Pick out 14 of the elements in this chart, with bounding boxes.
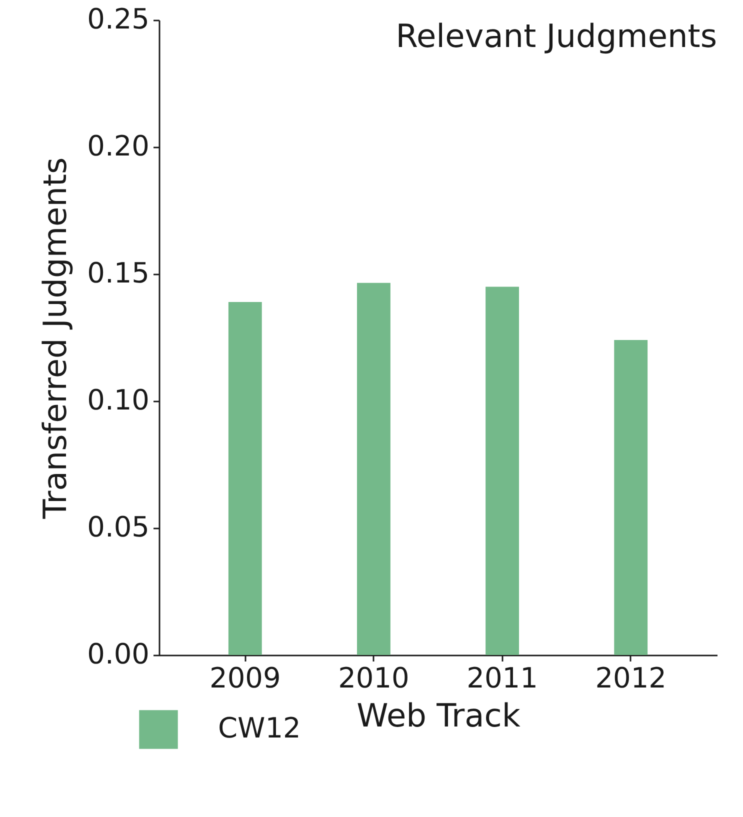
x-tick-label: 2010 — [338, 662, 410, 694]
y-tick-label: 0.10 — [87, 384, 150, 416]
x-tick-label: 2009 — [210, 662, 281, 694]
y-tick-label: 0.00 — [87, 638, 150, 670]
y-axis-title: Transferred Judgments — [36, 157, 74, 520]
y-tick-label: 0.20 — [87, 130, 150, 162]
legend-label: CW12 — [218, 712, 301, 744]
x-axis-title: Web Track — [356, 696, 521, 734]
y-tick-label: 0.15 — [87, 256, 150, 290]
y-tick-label: 0.25 — [87, 2, 150, 36]
chart-title: Relevant Judgments — [396, 17, 717, 55]
y-tick-label: 0.05 — [87, 510, 150, 544]
x-tick-label: 2011 — [466, 662, 538, 694]
x-tick-label: 2012 — [595, 662, 666, 694]
